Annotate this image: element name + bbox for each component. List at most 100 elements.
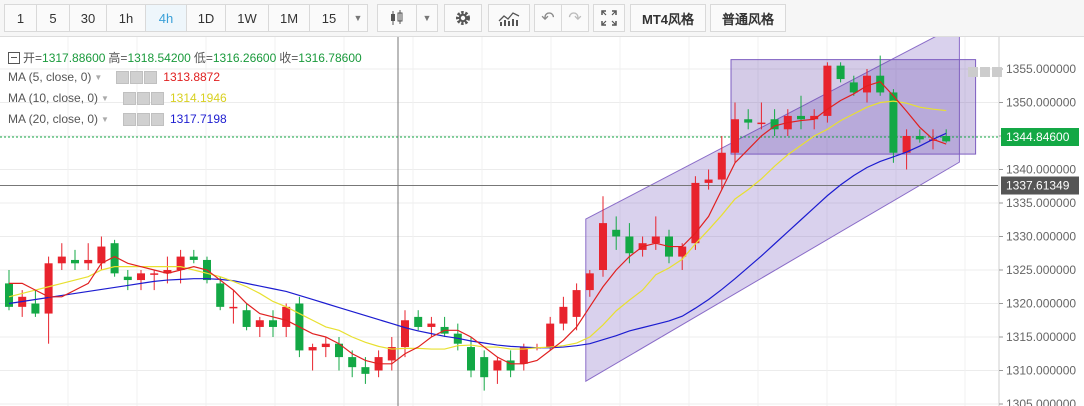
candle-body[interactable] xyxy=(150,273,159,275)
gear-icon[interactable] xyxy=(136,91,150,105)
candle-body[interactable] xyxy=(678,246,687,257)
interval-dropdown-button[interactable]: ▼ xyxy=(348,4,368,32)
parallel-channel[interactable] xyxy=(585,37,960,383)
candle-body[interactable] xyxy=(546,323,555,348)
candle-body[interactable] xyxy=(717,152,726,180)
candle-body[interactable] xyxy=(691,182,700,244)
candle-body[interactable] xyxy=(123,276,132,281)
candle-body[interactable] xyxy=(5,283,13,307)
indicator-controls[interactable] xyxy=(116,70,158,84)
candle-body[interactable] xyxy=(625,236,634,254)
candle-body[interactable] xyxy=(823,65,832,116)
candle-body[interactable] xyxy=(414,316,423,327)
candle-body[interactable] xyxy=(335,343,343,358)
candle-body[interactable] xyxy=(585,273,594,291)
price-chart[interactable]: 1305.000000 1310.000000 1315.000000 1320.00… xyxy=(0,37,1084,406)
undo-button[interactable]: ↶ xyxy=(534,4,562,32)
candle-body[interactable] xyxy=(572,290,581,317)
interval-1h-button[interactable]: 1h xyxy=(106,4,146,32)
candle-body[interactable] xyxy=(863,75,871,93)
chevron-down-icon[interactable]: ▼ xyxy=(101,114,109,124)
interval-1w-button[interactable]: 1W xyxy=(225,4,269,32)
candle-body[interactable] xyxy=(71,259,79,264)
drawing-tools[interactable] xyxy=(968,67,1002,77)
candle-body[interactable] xyxy=(269,320,277,327)
candle-body[interactable] xyxy=(599,223,607,270)
candle-body[interactable] xyxy=(282,306,291,327)
candle-body[interactable] xyxy=(731,119,739,153)
candle-body[interactable] xyxy=(889,92,898,153)
chart-type-dropdown-button[interactable]: ▼ xyxy=(416,4,438,32)
candle-body[interactable] xyxy=(757,122,766,125)
eye-icon[interactable] xyxy=(116,70,130,84)
candle-body[interactable] xyxy=(189,256,198,260)
indicators-button[interactable] xyxy=(488,4,530,32)
candle-body[interactable] xyxy=(770,119,779,130)
candle-body[interactable] xyxy=(849,82,858,93)
collapse-icon[interactable] xyxy=(8,51,20,64)
chart-type-button[interactable] xyxy=(377,4,417,32)
candle-body[interactable] xyxy=(163,270,172,274)
candle-body[interactable] xyxy=(612,229,621,237)
indicator-controls[interactable] xyxy=(122,91,164,105)
interval-5-button[interactable]: 5 xyxy=(36,4,70,32)
candle-body[interactable] xyxy=(902,136,911,153)
candle-body[interactable] xyxy=(929,139,937,141)
redo-button[interactable]: ↷ xyxy=(561,4,589,32)
gear-icon[interactable] xyxy=(130,70,144,84)
trash-icon[interactable] xyxy=(992,67,1002,77)
candle-body[interactable] xyxy=(942,136,951,142)
candle-body[interactable] xyxy=(308,347,317,351)
gear-icon[interactable] xyxy=(136,112,150,126)
settings-button[interactable] xyxy=(444,4,482,32)
lock-icon[interactable] xyxy=(968,67,978,77)
eye-icon[interactable] xyxy=(122,91,136,105)
candle-body[interactable] xyxy=(467,347,475,371)
interval-30-button[interactable]: 30 xyxy=(69,4,107,32)
candle-body[interactable] xyxy=(915,136,924,140)
candle-body[interactable] xyxy=(797,115,805,120)
candle-body[interactable] xyxy=(836,65,845,80)
candle-body[interactable] xyxy=(110,243,119,274)
candle-body[interactable] xyxy=(229,306,238,309)
rectangle-drawing[interactable] xyxy=(730,59,977,155)
interval-1d-button[interactable]: 1D xyxy=(186,4,226,32)
candle-body[interactable] xyxy=(31,303,40,314)
eye-icon[interactable] xyxy=(980,67,990,77)
interval-4h-button[interactable]: 4h xyxy=(145,4,187,32)
chevron-down-icon[interactable]: ▼ xyxy=(101,93,109,103)
close-icon[interactable] xyxy=(144,70,158,84)
close-icon[interactable] xyxy=(150,91,164,105)
candle-body[interactable] xyxy=(137,273,145,281)
candle-body[interactable] xyxy=(84,259,93,264)
candle-body[interactable] xyxy=(97,246,106,264)
candle-body[interactable] xyxy=(348,357,357,368)
candle-body[interactable] xyxy=(480,357,489,378)
candle-body[interactable] xyxy=(810,115,819,120)
candle-body[interactable] xyxy=(242,310,251,327)
normal-style-button[interactable]: 普通风格 xyxy=(710,4,786,32)
candle-body[interactable] xyxy=(506,360,515,371)
candle-body[interactable] xyxy=(321,343,330,348)
candle-body[interactable] xyxy=(427,323,436,327)
interval-1-button[interactable]: 1 xyxy=(4,4,37,32)
candle-body[interactable] xyxy=(401,320,409,348)
eye-icon[interactable] xyxy=(122,112,136,126)
mt4-style-button[interactable]: MT4风格 xyxy=(630,4,706,32)
candle-body[interactable] xyxy=(744,119,753,123)
candle-body[interactable] xyxy=(44,263,53,314)
candle-body[interactable] xyxy=(519,347,528,364)
chart-area[interactable]: 1305.000000 1310.000000 1315.000000 1320.00… xyxy=(0,37,1084,406)
candle-body[interactable] xyxy=(559,306,568,324)
candle-body[interactable] xyxy=(651,236,660,244)
candle-body[interactable] xyxy=(57,256,66,264)
fullscreen-button[interactable] xyxy=(593,4,625,32)
candle-body[interactable] xyxy=(216,283,225,307)
candle-body[interactable] xyxy=(255,320,264,327)
candle-body[interactable] xyxy=(387,347,396,361)
candle-body[interactable] xyxy=(704,179,713,183)
candle-body[interactable] xyxy=(361,367,370,374)
chevron-down-icon[interactable]: ▼ xyxy=(94,72,103,82)
indicator-controls[interactable] xyxy=(122,112,164,126)
candle-body[interactable] xyxy=(876,75,885,93)
